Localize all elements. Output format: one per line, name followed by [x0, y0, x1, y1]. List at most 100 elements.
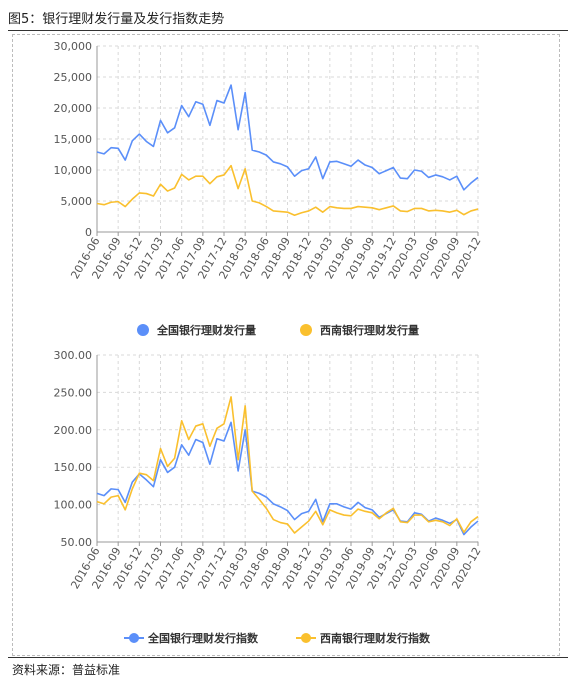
- data-point: [195, 438, 197, 440]
- data-point: [442, 176, 444, 178]
- data-point: [449, 179, 451, 181]
- data-point: [350, 165, 352, 167]
- data-point: [413, 207, 415, 209]
- data-point: [307, 510, 309, 512]
- data-point: [96, 202, 98, 204]
- data-point: [399, 177, 401, 179]
- data-point: [343, 514, 345, 516]
- data-point: [293, 175, 295, 177]
- data-point: [124, 159, 126, 161]
- data-point: [413, 169, 415, 171]
- data-point: [336, 160, 338, 162]
- data-point: [336, 207, 338, 209]
- data-point: [286, 509, 288, 511]
- data-point: [223, 102, 225, 104]
- data-point: [180, 173, 182, 175]
- data-point: [357, 205, 359, 207]
- data-point: [329, 161, 331, 163]
- data-point: [251, 149, 253, 151]
- legend-label: 西南银行理财发行量: [320, 323, 419, 337]
- data-point: [434, 517, 436, 519]
- data-point: [145, 479, 147, 481]
- data-point: [463, 531, 465, 533]
- data-point: [336, 512, 338, 514]
- data-point: [477, 208, 479, 210]
- data-point: [279, 210, 281, 212]
- data-point: [300, 169, 302, 171]
- data-point: [357, 159, 359, 161]
- data-point: [258, 151, 260, 153]
- data-point: [364, 506, 366, 508]
- chart-1: 05,00010,00015,00020,00025,00030,0002016…: [54, 40, 484, 337]
- data-point: [392, 166, 394, 168]
- data-point: [350, 515, 352, 517]
- data-point: [110, 201, 112, 203]
- data-point: [329, 205, 331, 207]
- data-point: [180, 444, 182, 446]
- y-tick-label: 10,000: [54, 164, 93, 177]
- data-point: [159, 183, 161, 185]
- data-point: [202, 175, 204, 177]
- data-point: [300, 212, 302, 214]
- data-point: [315, 206, 317, 208]
- data-point: [244, 91, 246, 93]
- data-point: [392, 507, 394, 509]
- data-point: [272, 210, 274, 212]
- data-point: [371, 509, 373, 511]
- data-point: [202, 441, 204, 443]
- data-point: [173, 127, 175, 129]
- data-point: [427, 210, 429, 212]
- y-tick-label: 20,000: [54, 102, 93, 115]
- data-point: [378, 208, 380, 210]
- data-point: [420, 170, 422, 172]
- data-point: [420, 207, 422, 209]
- data-point: [110, 488, 112, 490]
- data-point: [145, 473, 147, 475]
- data-point: [378, 518, 380, 520]
- data-point: [343, 163, 345, 165]
- data-point: [413, 514, 415, 516]
- data-point: [357, 508, 359, 510]
- data-point: [103, 503, 105, 505]
- bottom-rule: [8, 657, 568, 658]
- data-point: [230, 421, 232, 423]
- chart-frame: [12, 34, 560, 656]
- series-line-1: [96, 421, 479, 536]
- data-point: [300, 512, 302, 514]
- data-point: [180, 420, 182, 422]
- data-point: [265, 507, 267, 509]
- data-point: [152, 145, 154, 147]
- data-point: [230, 396, 232, 398]
- data-point: [350, 508, 352, 510]
- data-point: [180, 104, 182, 106]
- data-point: [237, 459, 239, 461]
- data-point: [96, 151, 98, 153]
- y-tick-label: 150.00: [54, 461, 93, 474]
- data-point: [399, 521, 401, 523]
- data-point: [145, 192, 147, 194]
- data-point: [293, 532, 295, 534]
- data-point: [138, 192, 140, 194]
- data-point: [406, 521, 408, 523]
- data-point: [202, 423, 204, 425]
- data-point: [173, 187, 175, 189]
- data-point: [477, 176, 479, 178]
- data-point: [470, 526, 472, 528]
- data-point: [223, 174, 225, 176]
- data-point: [371, 512, 373, 514]
- data-point: [272, 161, 274, 163]
- legend-label: 全国银行理财发行指数: [147, 631, 259, 645]
- y-tick-label: 15,000: [54, 133, 93, 146]
- data-point: [209, 445, 211, 447]
- top-rule: [8, 30, 568, 31]
- data-point: [279, 163, 281, 165]
- data-point: [188, 179, 190, 181]
- data-point: [307, 520, 309, 522]
- data-point: [131, 488, 133, 490]
- data-point: [117, 147, 119, 149]
- data-point: [230, 84, 232, 86]
- data-point: [371, 207, 373, 209]
- data-point: [406, 210, 408, 212]
- data-point: [343, 207, 345, 209]
- legend-marker-dot: [300, 324, 312, 336]
